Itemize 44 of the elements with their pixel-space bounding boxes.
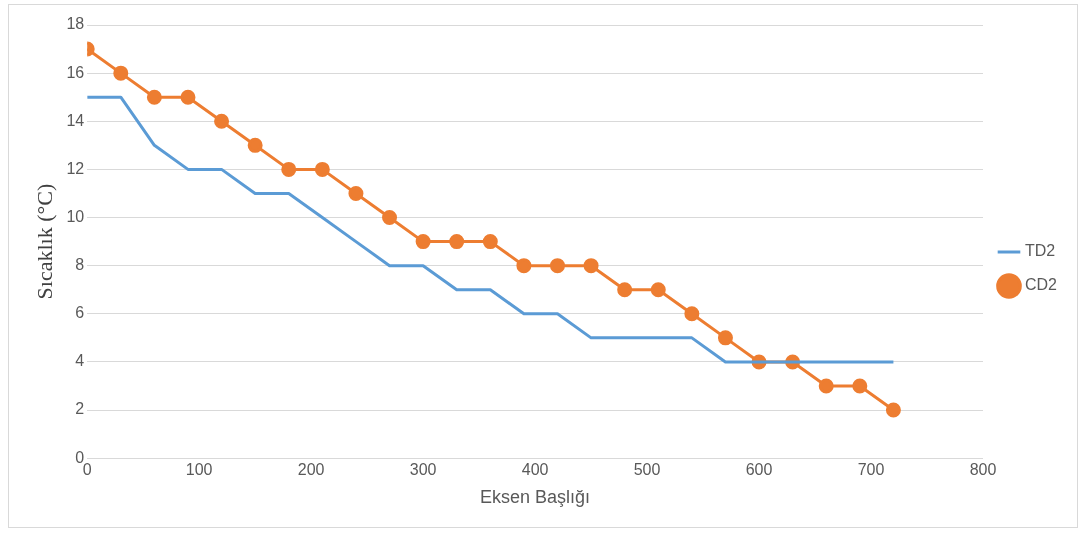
x-tick-label: 200 xyxy=(297,461,325,479)
point xyxy=(247,137,263,153)
point xyxy=(281,161,297,177)
y-tick-label: 12 xyxy=(66,159,85,177)
point xyxy=(717,330,733,346)
y-tick-label: 8 xyxy=(75,256,85,274)
x-tick-label: 500 xyxy=(633,461,661,479)
point xyxy=(382,210,398,226)
y-tick-label: 2 xyxy=(75,400,85,418)
y-tick-label: 14 xyxy=(66,111,85,129)
point xyxy=(885,402,901,418)
point xyxy=(684,306,700,322)
x-tick-label: 300 xyxy=(409,461,437,479)
y-tick-label: 0 xyxy=(75,448,85,466)
y-axis-title: Sıcaklık (°C) xyxy=(31,183,57,300)
point xyxy=(348,185,364,201)
point xyxy=(818,378,834,394)
point xyxy=(852,378,868,394)
point xyxy=(482,234,498,250)
point xyxy=(180,89,196,105)
y-tick-label: 6 xyxy=(75,304,85,322)
x-tick-label: 600 xyxy=(745,461,773,479)
point xyxy=(214,113,230,129)
point xyxy=(617,282,633,298)
x-tick-label: 800 xyxy=(969,461,997,479)
legend-label: TD2 xyxy=(1024,242,1056,260)
point xyxy=(449,234,465,250)
y-tick-label: 18 xyxy=(66,15,85,33)
x-tick-label: 100 xyxy=(185,461,213,479)
x-tick-label: 700 xyxy=(857,461,885,479)
point xyxy=(146,89,162,105)
point xyxy=(583,258,599,274)
point xyxy=(415,234,431,250)
x-axis-title: Eksen Başlığı xyxy=(480,487,591,508)
point xyxy=(516,258,532,274)
point xyxy=(650,282,666,298)
x-tick-label: 400 xyxy=(521,461,549,479)
y-tick-label: 4 xyxy=(75,352,85,370)
point xyxy=(113,65,129,81)
y-tick-label: 16 xyxy=(66,63,85,81)
point xyxy=(549,258,565,274)
legend-label: CD2 xyxy=(1024,276,1058,294)
y-tick-label: 10 xyxy=(66,207,85,225)
point xyxy=(314,161,330,177)
